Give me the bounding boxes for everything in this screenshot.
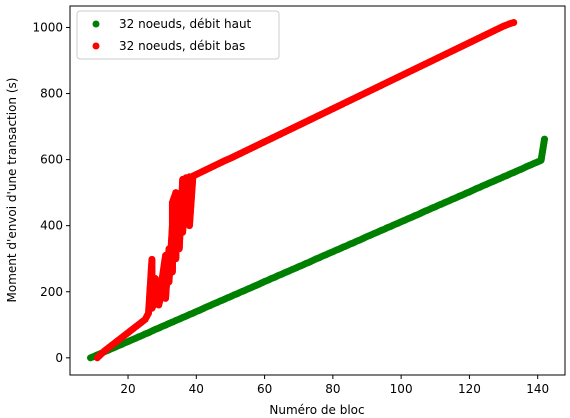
x-tick-label: 120 [458,382,481,396]
x-tick-label: 60 [257,382,272,396]
y-axis-label: Moment d'envoi d'une transaction (s) [5,78,19,303]
x-tick-label: 20 [120,382,135,396]
plot-area [86,19,549,362]
y-tick-label: 1000 [32,20,63,34]
y-tick-label: 200 [40,285,63,299]
y-axis: 0 200 400 600 800 1000 [32,20,70,365]
x-tick-label: 80 [325,382,340,396]
x-axis-label: Numéro de bloc [269,403,364,417]
x-tick-label: 40 [189,382,204,396]
x-tick-label: 140 [526,382,549,396]
legend-label-series-1: 32 noeuds, débit haut [119,17,252,31]
legend-marker-series-2 [92,42,100,50]
series-2-point [510,19,518,27]
y-tick-label: 600 [40,153,63,167]
y-tick-label: 0 [55,351,63,365]
x-tick-label: 100 [390,382,413,396]
y-tick-label: 800 [40,87,63,101]
legend-box [76,10,280,60]
series-1-point [541,135,549,143]
legend: 32 noeuds, débit haut 32 noeuds, débit b… [76,10,280,60]
y-tick-label: 400 [40,219,63,233]
x-axis: 20 40 60 80 100 120 140 [120,375,549,396]
axes-frame [69,5,566,376]
legend-label-series-2: 32 noeuds, débit bas [119,39,245,53]
legend-marker-series-1 [92,20,100,28]
